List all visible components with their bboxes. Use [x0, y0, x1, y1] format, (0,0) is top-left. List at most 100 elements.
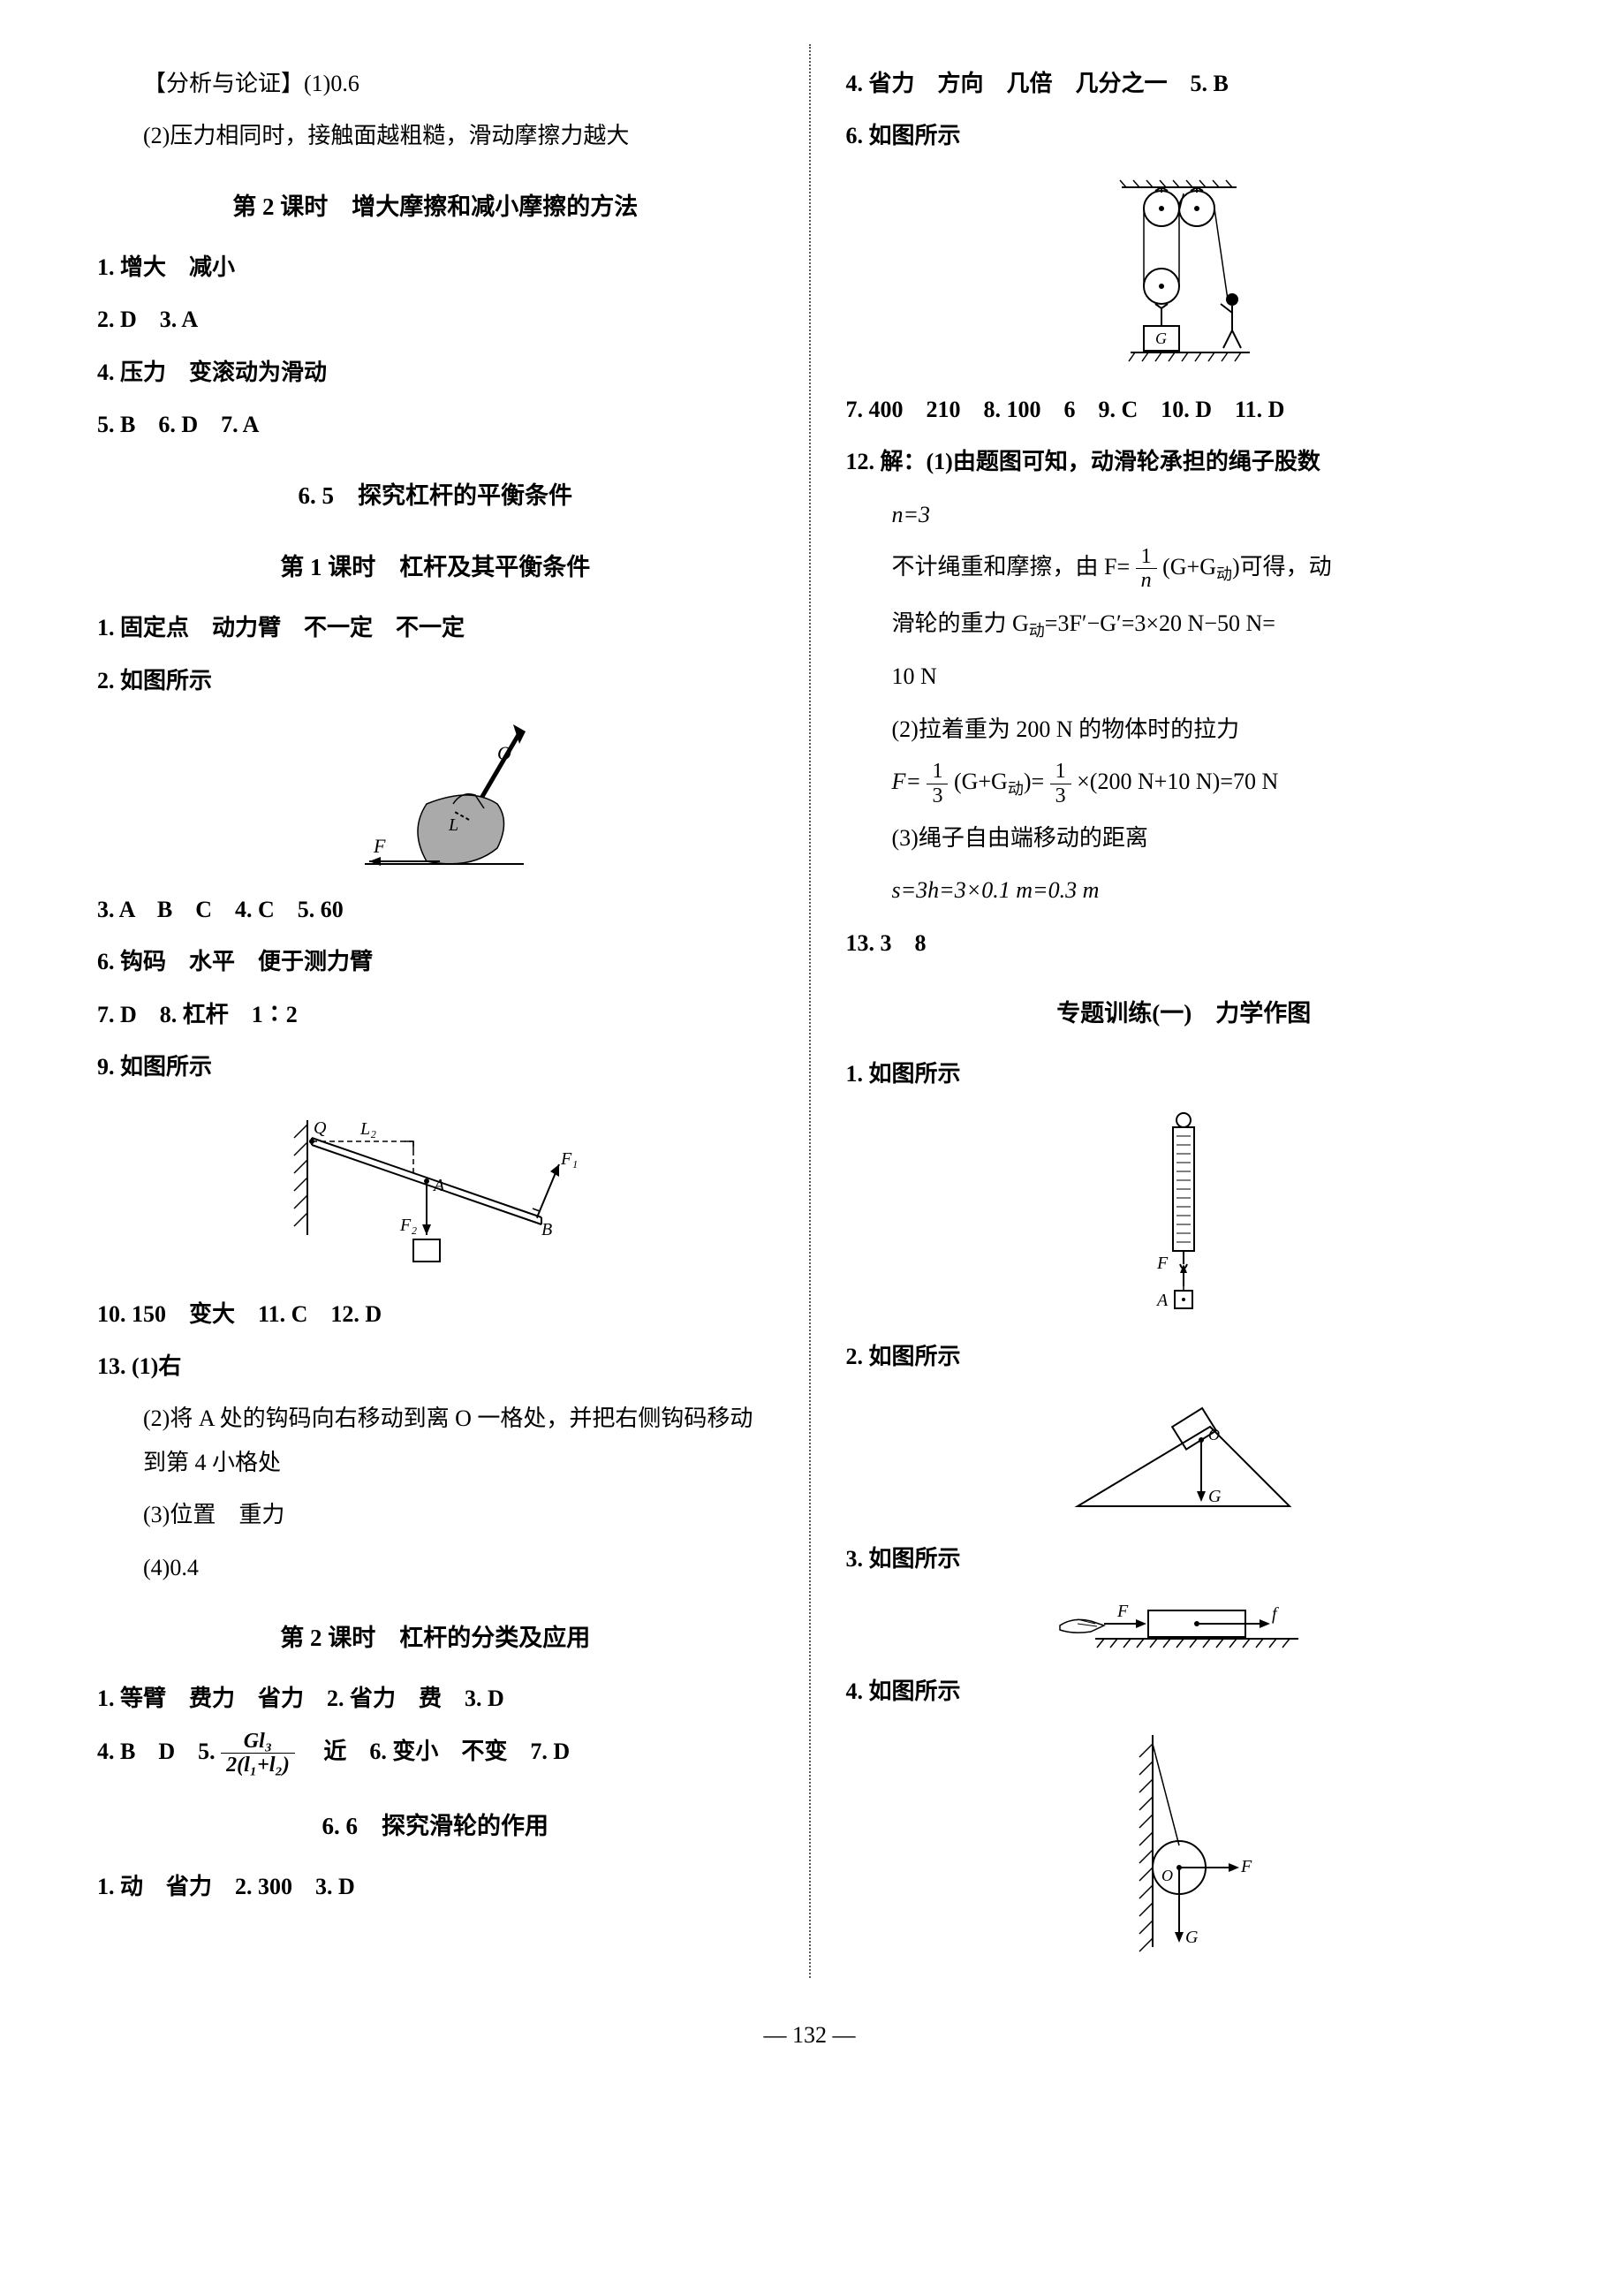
right-answer-6: 6. 如图所示: [846, 114, 1523, 157]
right-answer-12-p3b: s=3h=3×0.1 m=0.3 m: [846, 868, 1523, 912]
pulley-G-label: G: [1155, 330, 1167, 347]
r12-p2b3: )=: [1024, 769, 1044, 794]
ball-O: O: [1161, 1867, 1173, 1884]
r12-2-dong: 动: [1216, 565, 1232, 583]
r12-frac3-num: 1: [1050, 760, 1071, 784]
r12-3-dong: 动: [1029, 622, 1045, 640]
right-answer-12-n: n=3: [846, 493, 1523, 536]
sec1-answer-5: 5. B 6. D 7. A: [97, 403, 774, 446]
section-title-lever: 6. 5 探究杠杆的平衡条件: [97, 474, 774, 519]
topic-answer-3: 3. 如图所示: [846, 1537, 1523, 1580]
sec2-answer-1: 1. 固定点 动力臂 不一定 不一定: [97, 606, 774, 649]
fig2-F1: F₁: [560, 1149, 578, 1169]
right-answer-12-p3a: (3)绳子自由端移动的距离: [846, 816, 1523, 860]
section-subtitle-lever1: 第 1 课时 杠杆及其平衡条件: [97, 545, 774, 590]
right-column: 4. 省力 方向 几倍 几分之一 5. B 6. 如图所示: [815, 44, 1549, 1978]
right-answer-7: 7. 400 210 8. 100 6 9. C 10. D 11. D: [846, 388, 1523, 431]
r12-3b: =3F′−G′=3×20 N−50 N=: [1045, 610, 1275, 636]
pulley-system-figure: G: [846, 171, 1523, 375]
column-divider: [809, 44, 811, 1978]
incline-figure: O G: [846, 1391, 1523, 1524]
fig1-L-label: L: [448, 815, 458, 835]
hforce-f: f: [1272, 1604, 1279, 1624]
fig2-L2: L₂: [359, 1119, 376, 1139]
r12-frac1: 1 n: [1136, 545, 1157, 593]
sec3-answer-1: 1. 等臂 费力 省力 2. 省力 费 3. D: [97, 1677, 774, 1720]
r12-2c: )可得，动: [1232, 554, 1332, 580]
sec3-a4-post: 近 6. 变小 不变 7. D: [300, 1739, 570, 1764]
right-answer-12-p2b: F= 1 3 (G+G动)= 1 3 ×(200 N+10 N)=70 N: [846, 760, 1523, 807]
ball-F: F: [1240, 1857, 1252, 1876]
sec2-answer-13b: (2)将 A 处的钩码向右移动到离 O 一格处，并把右侧钩码移动到第 4 小格处: [97, 1397, 774, 1484]
r12-p2b1: F=: [892, 769, 921, 794]
spring-F: F: [1156, 1254, 1169, 1273]
fig1-F-label: F: [373, 835, 386, 857]
r12-frac2: 1 3: [927, 760, 948, 807]
right-answer-12-3: 滑轮的重力 G动=3F′−G′=3×20 N−50 N=: [846, 602, 1523, 646]
page-number: — 132 —: [71, 2013, 1548, 2057]
topic-answer-2: 2. 如图所示: [846, 1335, 1523, 1378]
section-title-friction: 第 2 课时 增大摩擦和减小摩擦的方法: [97, 185, 774, 230]
incline-O: O: [1208, 1426, 1220, 1444]
lever-bar-figure: Q L₂ A F₂ B F₁: [97, 1103, 774, 1279]
incline-G: G: [1208, 1487, 1222, 1506]
fig2-F2: F₂: [399, 1216, 417, 1235]
right-answer-12-3c: 10 N: [846, 655, 1523, 698]
horizontal-force-figure: F f: [846, 1595, 1523, 1656]
wall-ball-figure: O F G: [846, 1726, 1523, 1956]
fig2-A: A: [432, 1176, 445, 1195]
right-answer-12-head: 12. 解：(1)由题图可知，动滑轮承担的绳子股数: [846, 440, 1523, 483]
sec2-answer-13c: (3)位置 重力: [97, 1493, 774, 1536]
frac-den: 2(l₁+l₂): [221, 1754, 295, 1777]
fig2-Q: Q: [314, 1118, 327, 1138]
r12-p2b4: ×(200 N+10 N)=70 N: [1077, 769, 1278, 794]
left-column: 【分析与论证】(1)0.6 (2)压力相同时，接触面越粗糙，滑动摩擦力越大 第 …: [71, 44, 805, 1978]
r12-frac1-num: 1: [1136, 545, 1157, 569]
sec3-answer-4: 4. B D 5. Gl₃ 2(l₁+l₂) 近 6. 变小 不变 7. D: [97, 1730, 774, 1777]
r12-frac3-den: 3: [1050, 784, 1071, 807]
lever-hand-figure: F O L: [97, 716, 774, 875]
r12-p2b2: (G+G: [954, 769, 1008, 794]
topic-title: 专题训练(一) 力学作图: [846, 991, 1523, 1036]
sec2-answer-13d: (4)0.4: [97, 1546, 774, 1589]
r12-3a: 滑轮的重力 G: [892, 610, 1029, 636]
r12-frac2-den: 3: [927, 784, 948, 807]
sec4-answer-1: 1. 动 省力 2. 300 3. D: [97, 1865, 774, 1908]
right-answer-12-2: 不计绳重和摩擦，由 F= 1 n (G+G动)可得，动: [846, 545, 1523, 593]
sec2-answer-2: 2. 如图所示: [97, 659, 774, 702]
r12-2a: 不计绳重和摩擦，由 F=: [892, 554, 1131, 580]
r12-2b: (G+G: [1162, 554, 1216, 580]
r12-p2-dong: 动: [1008, 780, 1024, 798]
sec1-answer-1: 1. 增大 减小: [97, 246, 774, 289]
fig1-O-label: O: [497, 742, 511, 764]
spring-A: A: [1155, 1291, 1169, 1310]
page-container: 【分析与论证】(1)0.6 (2)压力相同时，接触面越粗糙，滑动摩擦力越大 第 …: [71, 44, 1548, 1978]
sec3-a4-fraction: Gl₃ 2(l₁+l₂): [221, 1730, 295, 1777]
topic-answer-1: 1. 如图所示: [846, 1052, 1523, 1095]
sec1-answer-4: 4. 压力 变滚动为滑动: [97, 351, 774, 394]
right-answer-13: 13. 3 8: [846, 921, 1523, 965]
r12-frac2-num: 1: [927, 760, 948, 784]
sec3-a4-pre: 4. B D 5.: [97, 1739, 221, 1764]
sec2-answer-6: 6. 钩码 水平 便于测力臂: [97, 940, 774, 983]
section-title-lever2: 第 2 课时 杠杆的分类及应用: [97, 1616, 774, 1661]
sec2-answer-3: 3. A B C 4. C 5. 60: [97, 888, 774, 931]
sec2-answer-10: 10. 150 变大 11. C 12. D: [97, 1292, 774, 1336]
right-answer-12-p2a: (2)拉着重为 200 N 的物体时的拉力: [846, 708, 1523, 751]
hforce-F: F: [1116, 1602, 1129, 1621]
sec2-answer-13: 13. (1)右: [97, 1345, 774, 1388]
r12-frac3: 1 3: [1050, 760, 1071, 807]
sec1-answer-2: 2. D 3. A: [97, 298, 774, 341]
analysis-line-1: 【分析与论证】(1)0.6: [97, 62, 774, 105]
spring-scale-figure: F A: [846, 1110, 1523, 1322]
sec2-answer-7: 7. D 8. 杠杆 1∶2: [97, 993, 774, 1036]
ball-G: G: [1185, 1928, 1199, 1947]
topic-answer-4: 4. 如图所示: [846, 1670, 1523, 1713]
right-answer-4: 4. 省力 方向 几倍 几分之一 5. B: [846, 62, 1523, 105]
sec2-answer-9: 9. 如图所示: [97, 1045, 774, 1088]
analysis-line-2: (2)压力相同时，接触面越粗糙，滑动摩擦力越大: [97, 114, 774, 157]
fig2-B: B: [541, 1220, 552, 1239]
frac-num: Gl₃: [221, 1730, 295, 1754]
r12-frac1-den: n: [1136, 569, 1157, 592]
section-title-pulley: 6. 6 探究滑轮的作用: [97, 1804, 774, 1849]
